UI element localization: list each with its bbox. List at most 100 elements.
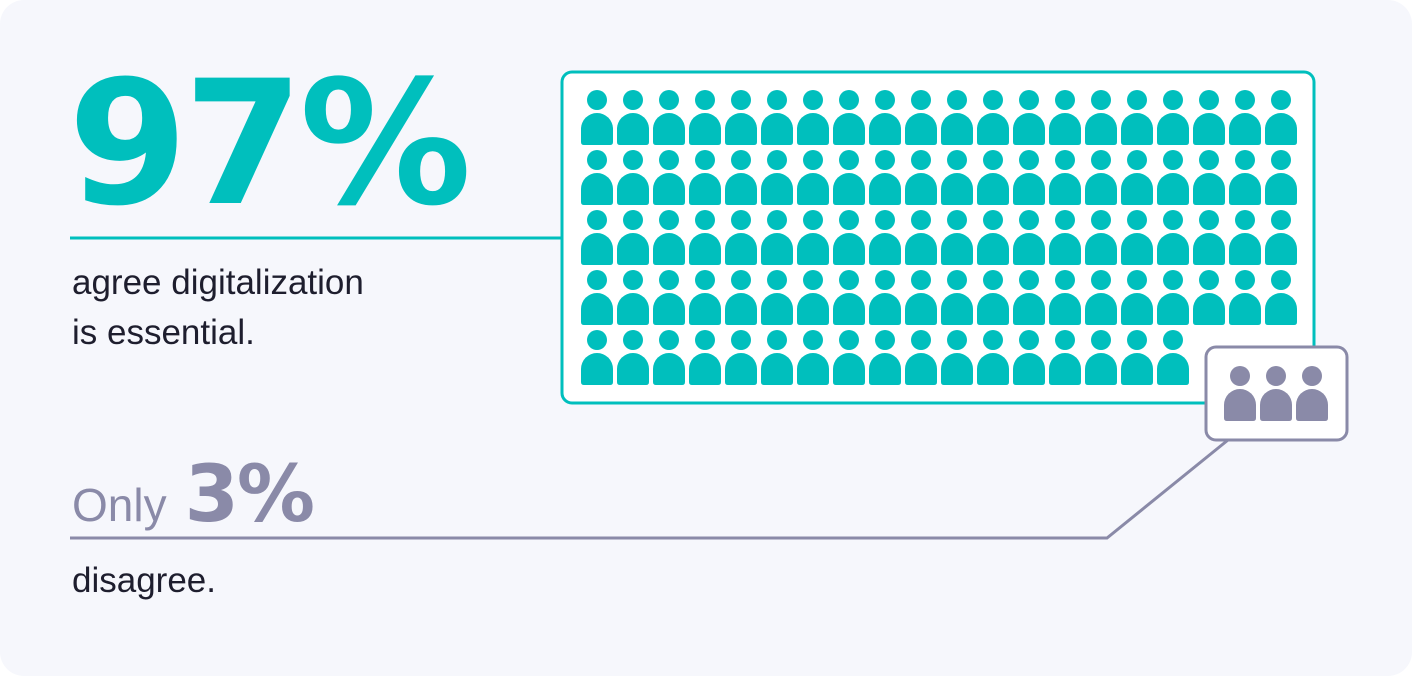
agree-person-icon bbox=[617, 270, 649, 325]
agree-person-icon bbox=[689, 210, 721, 265]
agree-person-icon bbox=[797, 90, 829, 145]
agree-person-icon bbox=[941, 150, 973, 205]
agree-person-icon bbox=[905, 150, 937, 205]
agree-person-icon bbox=[725, 90, 757, 145]
disagree-label: Only 3% bbox=[72, 450, 315, 540]
agree-text-line1: agree digitalization bbox=[72, 263, 364, 302]
agree-person-icon bbox=[581, 150, 613, 205]
agree-person-icon bbox=[1157, 330, 1189, 385]
agree-person-icon bbox=[1049, 210, 1081, 265]
disagree-person-icon bbox=[1224, 366, 1256, 421]
agree-person-icon bbox=[1229, 150, 1261, 205]
agree-person-icon bbox=[581, 210, 613, 265]
agree-person-icon bbox=[1049, 270, 1081, 325]
agree-person-icon bbox=[905, 210, 937, 265]
agree-person-icon bbox=[1085, 330, 1117, 385]
disagree-percent: 3% bbox=[184, 450, 315, 540]
agree-person-icon bbox=[941, 90, 973, 145]
agree-person-icon bbox=[797, 330, 829, 385]
agree-person-icon bbox=[1013, 270, 1045, 325]
agree-person-icon bbox=[725, 210, 757, 265]
agree-person-icon bbox=[689, 330, 721, 385]
agree-person-icon bbox=[1049, 330, 1081, 385]
agree-person-icon bbox=[1265, 270, 1297, 325]
agree-person-icon bbox=[689, 270, 721, 325]
agree-person-icon bbox=[653, 90, 685, 145]
agree-person-icon bbox=[725, 270, 757, 325]
agree-person-icon bbox=[1049, 150, 1081, 205]
disagree-prefix: Only bbox=[72, 479, 167, 531]
agree-person-icon bbox=[653, 270, 685, 325]
agree-person-icon bbox=[725, 150, 757, 205]
agree-person-icon bbox=[977, 90, 1009, 145]
agree-person-icon bbox=[617, 150, 649, 205]
agree-text-line2: is essential. bbox=[72, 313, 255, 352]
agree-person-icon bbox=[617, 330, 649, 385]
agree-person-icon bbox=[905, 330, 937, 385]
disagree-person-icon bbox=[1260, 366, 1292, 421]
agree-person-icon bbox=[869, 150, 901, 205]
agree-person-icon bbox=[653, 210, 685, 265]
agree-person-icon bbox=[653, 150, 685, 205]
agree-person-icon bbox=[1013, 210, 1045, 265]
agree-person-icon bbox=[581, 330, 613, 385]
agree-person-icon bbox=[653, 330, 685, 385]
agree-person-icon bbox=[1085, 210, 1117, 265]
agree-person-icon bbox=[869, 90, 901, 145]
agree-person-icon bbox=[581, 270, 613, 325]
disagree-text: disagree. bbox=[72, 561, 216, 600]
agree-person-icon bbox=[905, 270, 937, 325]
agree-person-icon bbox=[797, 150, 829, 205]
agree-person-icon bbox=[689, 90, 721, 145]
agree-person-icon bbox=[1193, 210, 1225, 265]
agree-person-icon bbox=[761, 270, 793, 325]
agree-person-icon bbox=[1085, 270, 1117, 325]
agree-person-icon bbox=[869, 270, 901, 325]
agree-person-icon bbox=[1121, 210, 1153, 265]
agree-person-icon bbox=[833, 150, 865, 205]
agree-person-icon bbox=[581, 90, 613, 145]
agree-person-icon bbox=[1157, 150, 1189, 205]
agree-person-icon bbox=[1229, 90, 1261, 145]
agree-person-icon bbox=[869, 210, 901, 265]
agree-person-icon bbox=[797, 270, 829, 325]
agree-person-icon bbox=[617, 210, 649, 265]
agree-person-icon bbox=[1049, 90, 1081, 145]
agree-person-icon bbox=[1193, 150, 1225, 205]
agree-person-icon bbox=[689, 150, 721, 205]
agree-person-icon bbox=[1265, 150, 1297, 205]
agree-person-icon bbox=[1157, 90, 1189, 145]
agree-person-icon bbox=[761, 90, 793, 145]
agree-person-icon bbox=[1157, 270, 1189, 325]
agree-person-icon bbox=[617, 90, 649, 145]
agree-person-icon bbox=[1085, 150, 1117, 205]
agree-person-icon bbox=[833, 270, 865, 325]
agree-person-icon bbox=[1121, 90, 1153, 145]
agree-person-icon bbox=[977, 270, 1009, 325]
agree-person-icon bbox=[761, 330, 793, 385]
agree-person-icon bbox=[725, 330, 757, 385]
agree-person-icon bbox=[1157, 210, 1189, 265]
agree-person-icon bbox=[761, 150, 793, 205]
agree-person-icon bbox=[1265, 90, 1297, 145]
agree-person-icon bbox=[905, 90, 937, 145]
agree-person-icon bbox=[1121, 330, 1153, 385]
agree-person-icon bbox=[833, 210, 865, 265]
disagree-person-icon bbox=[1296, 366, 1328, 421]
agree-person-icon bbox=[833, 90, 865, 145]
agree-person-icon bbox=[1121, 150, 1153, 205]
agree-person-icon bbox=[1013, 330, 1045, 385]
agree-percent: 97% bbox=[68, 43, 472, 244]
agree-person-icon bbox=[1013, 150, 1045, 205]
agree-person-icon bbox=[1013, 90, 1045, 145]
agree-person-icon bbox=[1229, 270, 1261, 325]
disagree-leader-line bbox=[70, 438, 1229, 540]
agree-person-icon bbox=[977, 150, 1009, 205]
agree-person-icon bbox=[869, 330, 901, 385]
agree-person-icon bbox=[1193, 270, 1225, 325]
agree-person-icon bbox=[941, 330, 973, 385]
agree-person-icon bbox=[761, 210, 793, 265]
agree-person-icon bbox=[1265, 210, 1297, 265]
